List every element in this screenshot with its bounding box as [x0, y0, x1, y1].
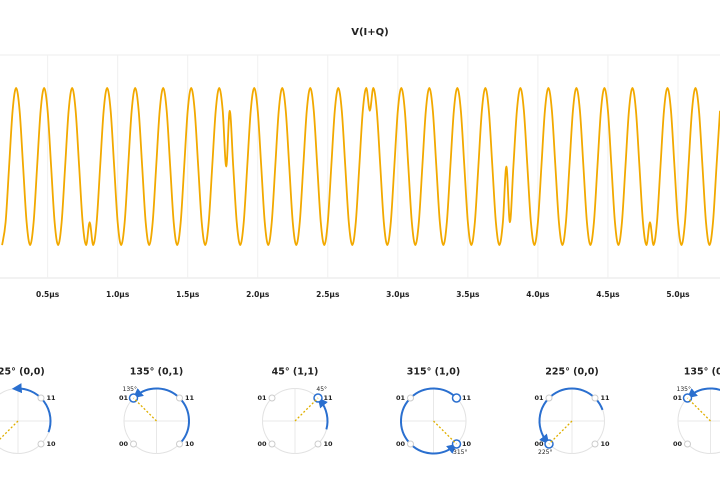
phase-vector: [548, 420, 573, 445]
point-label: 10: [600, 440, 610, 448]
phase-vector: [0, 420, 19, 440]
angle-label: 135°: [123, 386, 137, 393]
phase-arc: [317, 397, 329, 430]
x-tick-label: 2.0μs: [246, 290, 270, 299]
x-tick-label: 0.5μs: [36, 290, 60, 299]
angle-label: 45°: [316, 386, 327, 393]
point-label: 00: [534, 440, 544, 448]
panel-title: 315° (1,0): [407, 367, 460, 378]
phase-vector: [294, 397, 319, 422]
constellation-point: [407, 440, 414, 448]
point-label: 11: [185, 394, 195, 402]
constellation-point: [407, 394, 414, 402]
point-label: 00: [396, 440, 406, 448]
constellation-point: [545, 394, 553, 402]
constellation-point: [268, 440, 276, 448]
panel-title: 135° (0,1): [684, 367, 720, 378]
point-label: 10: [462, 440, 472, 448]
point-label: 11: [462, 394, 472, 402]
constellation-point: [176, 394, 183, 402]
x-tick-label: 3.5μs: [456, 290, 480, 299]
angle-label: 225°: [538, 449, 552, 456]
constellation-point: [451, 393, 462, 403]
point-label: 11: [600, 394, 610, 402]
angle-label: 315°: [453, 449, 467, 456]
panel-title: 45° (1,1): [272, 367, 319, 378]
constellation-point: [591, 440, 599, 448]
phase-vector: [433, 420, 457, 445]
phase-vector: [133, 397, 157, 422]
constellation-point: [268, 394, 276, 402]
point-label: 01: [673, 394, 683, 402]
constellation-point: [684, 440, 691, 448]
point-label: 10: [323, 440, 333, 448]
point-label: 01: [119, 394, 129, 402]
point-label: 10: [46, 440, 56, 448]
point-label: 11: [323, 394, 333, 402]
x-tick-label: 1.5μs: [176, 290, 200, 299]
panel-title: 225° (0,0): [0, 367, 45, 378]
point-label: 01: [396, 394, 406, 402]
point-label: 11: [46, 394, 56, 402]
point-label: 01: [257, 394, 267, 402]
point-label: 10: [185, 440, 195, 448]
constellation-point: [37, 440, 45, 448]
phase-arc: [11, 383, 52, 433]
constellation-point: [176, 440, 183, 448]
constellation-point: [130, 440, 137, 448]
waveform-line: [1, 86, 720, 247]
x-tick-label: 2.5μs: [316, 290, 340, 299]
x-tick-label: 5.0μs: [666, 290, 690, 299]
angle-label: 135°: [677, 386, 691, 393]
phase-arc: [686, 387, 720, 399]
panel-title: 135° (0,1): [130, 367, 183, 378]
phase-vector: [687, 397, 711, 422]
chart-title: V(I+Q): [351, 27, 388, 38]
point-label: 00: [257, 440, 267, 448]
constellation-point: [314, 440, 322, 448]
point-label: 00: [119, 440, 129, 448]
point-label: 00: [673, 440, 683, 448]
constellation-point: [37, 394, 45, 402]
constellation-point: [591, 394, 599, 402]
phase-arc: [400, 387, 458, 455]
x-tick-label: 3.0μs: [386, 290, 410, 299]
x-tick-label: 4.5μs: [596, 290, 620, 299]
x-tick-label: 1.0μs: [106, 290, 130, 299]
x-tick-label: 4.0μs: [526, 290, 550, 299]
panel-title: 225° (0,0): [545, 367, 598, 378]
point-label: 01: [534, 394, 544, 402]
